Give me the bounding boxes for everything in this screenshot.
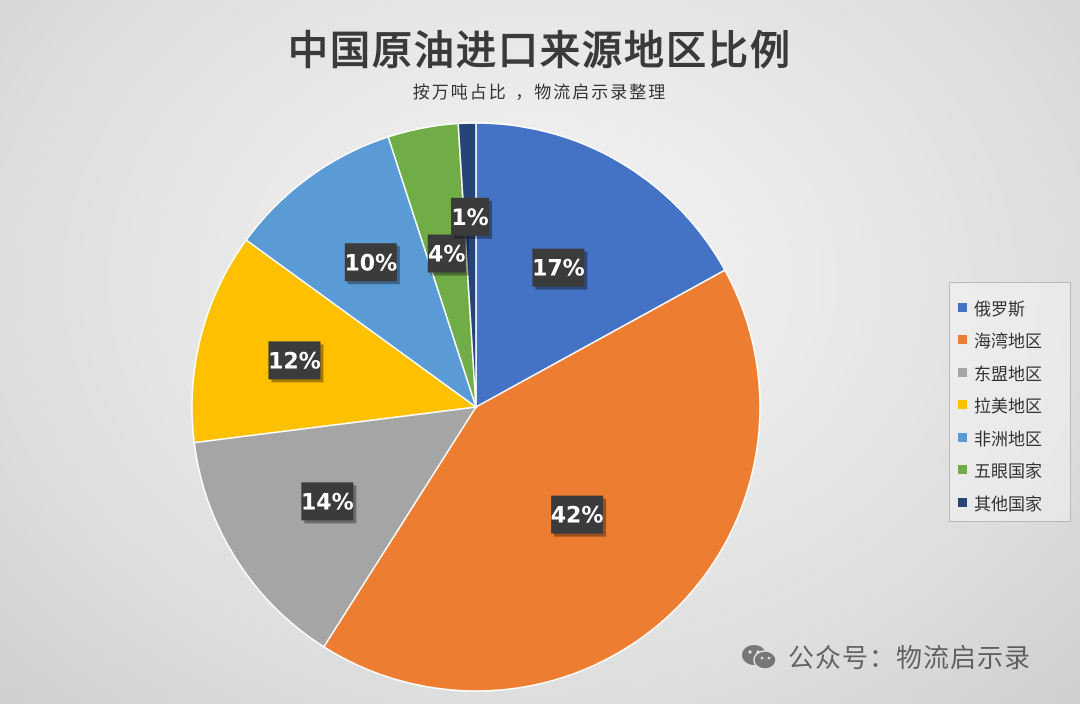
legend-item: 海湾地区 xyxy=(958,324,1070,357)
legend-item: 东盟地区 xyxy=(958,356,1070,389)
chart-title: 中国原油进口来源地区比例 xyxy=(288,28,792,74)
data-label-7: 1% xyxy=(451,197,493,239)
svg-text:12%: 12% xyxy=(268,349,321,374)
legend-label: 其他国家 xyxy=(974,494,1042,515)
legend-swatch xyxy=(958,335,967,345)
watermark-text: 公众号：物流启示录 xyxy=(788,644,1032,674)
legend-label: 东盟地区 xyxy=(974,364,1042,385)
data-label-5: 10% xyxy=(344,243,400,285)
wechat-icon xyxy=(742,644,777,670)
svg-text:14%: 14% xyxy=(301,490,354,515)
pie-slice-7 xyxy=(457,122,477,408)
legend-swatch xyxy=(958,400,967,410)
legend-label: 拉美地区 xyxy=(974,397,1042,418)
data-label-3: 14% xyxy=(301,482,357,524)
chart-subtitle: 按万吨占比 ，物流启示录整理 xyxy=(412,83,668,103)
data-label-2: 42% xyxy=(551,495,607,537)
legend-label: 俄罗斯 xyxy=(974,299,1025,320)
data-label-1: 17% xyxy=(532,248,588,290)
legend-item: 其他国家 xyxy=(958,486,1070,519)
legend-swatch xyxy=(958,465,967,475)
svg-text:1%: 1% xyxy=(451,206,488,231)
legend-swatch xyxy=(958,432,967,442)
svg-text:42%: 42% xyxy=(551,504,604,529)
svg-text:10%: 10% xyxy=(344,251,397,276)
legend-label: 五眼国家 xyxy=(974,462,1042,483)
legend-item: 俄罗斯 xyxy=(958,291,1070,324)
legend-item: 五眼国家 xyxy=(958,454,1070,487)
pie-slice-1 xyxy=(475,122,726,409)
svg-text:17%: 17% xyxy=(532,257,585,282)
data-label-6: 4% xyxy=(427,234,469,276)
svg-text:4%: 4% xyxy=(428,243,465,268)
legend-item: 拉美地区 xyxy=(958,389,1070,422)
pie-slice-2 xyxy=(322,269,761,692)
data-label-4: 12% xyxy=(268,341,324,383)
legend-item: 非洲地区 xyxy=(958,421,1070,454)
pie-slice-3 xyxy=(193,406,478,648)
legend-swatch xyxy=(958,302,967,312)
legend: 俄罗斯海湾地区东盟地区拉美地区非洲地区五眼国家其他国家 xyxy=(949,282,1071,522)
legend-swatch xyxy=(958,497,967,507)
legend-label: 海湾地区 xyxy=(974,332,1042,353)
legend-swatch xyxy=(958,367,967,377)
watermark: 公众号：物流启示录 xyxy=(740,638,1031,675)
legend-label: 非洲地区 xyxy=(974,429,1042,450)
pie-slice-4 xyxy=(191,239,478,444)
